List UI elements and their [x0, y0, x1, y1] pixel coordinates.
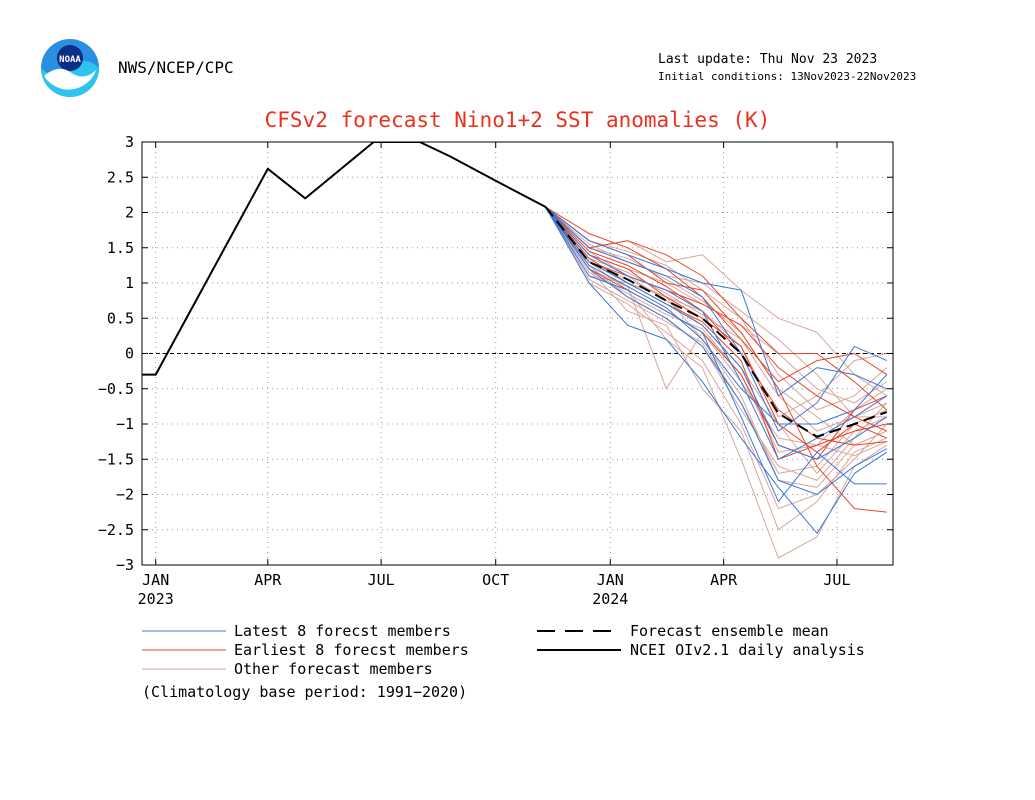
latest-member-line-6 [545, 206, 888, 460]
x-tick-label-month: JUL [368, 571, 395, 589]
noaa-logo: NOAA [41, 39, 99, 97]
last-update-label: Last update: Thu Nov 23 2023 [658, 52, 878, 67]
initial-conditions-label: Initial conditions: 13Nov2023-22Nov2023 [658, 70, 917, 83]
other-member-line-10 [545, 206, 887, 432]
earliest-member-line-1 [545, 206, 888, 411]
other-member-line-8 [545, 206, 888, 510]
forecast-members-layer [545, 206, 888, 559]
latest-member-line-5 [545, 206, 888, 397]
earliest-member-line-4 [545, 206, 888, 432]
y-tick-label: −1.5 [98, 450, 134, 468]
earliest-member-line-5 [545, 206, 887, 460]
x-tick-label-year: 2024 [592, 590, 628, 608]
legend-label-mean: Forecast ensemble mean [630, 622, 829, 640]
other-member-line-14 [545, 206, 887, 474]
y-tick-label: 2 [125, 204, 134, 222]
analysis-line [142, 142, 546, 376]
x-tick-label-year: 2023 [138, 590, 174, 608]
climatology-note: (Climatology base period: 1991−2020) [142, 683, 468, 701]
noaa-logo-text: NOAA [59, 55, 81, 65]
earliest-member-line-8 [545, 206, 887, 460]
legend-label-analysis: NCEI OIv2.1 daily analysis [630, 641, 865, 659]
earliest-member-line-6 [545, 206, 888, 383]
legend-label-other: Other forecast members [234, 660, 433, 678]
x-tick-label-month: JUL [823, 571, 850, 589]
latest-member-line-1 [545, 206, 888, 534]
other-member-line-11 [545, 206, 887, 457]
agency-label: NWS/NCEP/CPC [118, 58, 234, 77]
y-tick-label: −0.5 [98, 380, 134, 398]
other-member-line-9 [545, 206, 888, 411]
legend-label-latest: Latest 8 forecst members [234, 622, 451, 640]
y-tick-label: 0 [125, 345, 134, 363]
x-tick-label-month: JAN [142, 571, 169, 589]
y-tick-label: 2.5 [107, 168, 134, 186]
x-tick-label-month: JAN [597, 571, 624, 589]
analysis-layer [142, 142, 888, 438]
y-tick-label: −1 [116, 415, 134, 433]
x-tick-label-month: APR [254, 571, 282, 589]
latest-member-line-7 [545, 206, 887, 503]
chart-title: CFSv2 forecast Nino1+2 SST anomalies (K) [264, 108, 771, 132]
y-tick-label: 3 [125, 133, 134, 151]
other-member-line-7 [545, 206, 888, 481]
earliest-member-line-7 [545, 206, 887, 446]
axes-layer: −3−2.5−2−1.5−1−0.500.511.522.53JAN2023AP… [98, 133, 894, 608]
latest-member-line-8 [545, 206, 888, 425]
y-tick-label: 0.5 [107, 309, 134, 327]
ensemble-mean-line [544, 206, 888, 438]
x-tick-label-month: OCT [482, 571, 509, 589]
y-tick-label: −2 [116, 486, 134, 504]
y-tick-label: −3 [116, 556, 134, 574]
y-tick-label: 1 [125, 274, 134, 292]
legend-label-earliest: Earliest 8 forecst members [234, 641, 469, 659]
latest-member-line-4 [545, 206, 888, 460]
x-tick-label-month: APR [710, 571, 738, 589]
y-tick-label: 1.5 [107, 239, 134, 257]
latest-member-line-3 [545, 206, 888, 432]
y-tick-label: −2.5 [98, 521, 134, 539]
